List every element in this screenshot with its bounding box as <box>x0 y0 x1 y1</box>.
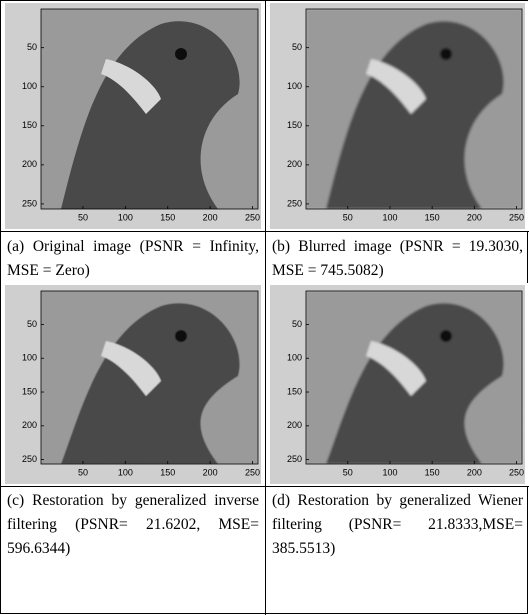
x-tick-label: 250 <box>245 212 260 222</box>
image <box>306 9 522 209</box>
y-tick-label: 100 <box>22 353 37 363</box>
divider <box>265 1 266 615</box>
y-tick-label: 100 <box>287 81 302 91</box>
image-cell: 50 50 100 100 150 150 200 200 250 250 <box>266 283 529 486</box>
x-tick-label: 200 <box>467 467 482 477</box>
y-tick-label: 250 <box>287 454 302 464</box>
image <box>41 291 258 464</box>
x-tick-label: 250 <box>509 467 524 477</box>
x-tick-label: 150 <box>425 212 440 222</box>
x-tick-label: 100 <box>118 212 133 222</box>
image-plot: 50 50 100 100 150 150 200 200 250 250 <box>266 1 529 231</box>
eye <box>440 330 452 342</box>
y-tick-label: 50 <box>27 319 37 329</box>
image-cell: 50 50 100 100 150 150 200 200 250 250 <box>266 1 529 231</box>
x-tick-label: 50 <box>78 212 88 222</box>
y-tick-label: 50 <box>292 319 302 329</box>
y-tick-label: 150 <box>287 120 302 130</box>
y-tick-label: 200 <box>22 159 37 169</box>
image-cell: 50 50 100 100 150 150 200 200 250 250 <box>1 283 265 486</box>
image-plot: 50 50 100 100 150 150 200 200 250 250 <box>266 283 529 486</box>
x-tick-label: 50 <box>78 467 88 477</box>
x-tick-label: 150 <box>160 212 175 222</box>
y-tick-label: 250 <box>22 198 37 208</box>
y-tick-label: 250 <box>287 198 302 208</box>
x-tick-label: 100 <box>382 212 397 222</box>
x-tick-label: 150 <box>425 467 440 477</box>
y-tick-label: 100 <box>22 81 37 91</box>
x-tick-label: 200 <box>203 212 218 222</box>
x-tick-label: 250 <box>245 467 260 477</box>
x-tick-label: 150 <box>160 467 175 477</box>
image <box>41 9 258 209</box>
image-plot: 50 50 100 100 150 150 200 200 250 250 <box>1 1 265 231</box>
x-tick-label: 200 <box>203 467 218 477</box>
eye <box>175 330 187 342</box>
image-cell: 50 50 100 100 150 150 200 200 250 250 <box>1 1 265 231</box>
eye <box>440 48 452 60</box>
y-tick-label: 50 <box>27 42 37 52</box>
x-tick-label: 50 <box>343 212 353 222</box>
caption: (a) Original image (PSNR = Infinity, MSE… <box>1 231 265 283</box>
y-tick-label: 150 <box>22 120 37 130</box>
x-tick-label: 200 <box>467 212 482 222</box>
x-tick-label: 100 <box>382 467 397 477</box>
image <box>306 291 522 464</box>
y-tick-label: 200 <box>287 159 302 169</box>
eye <box>175 48 187 60</box>
x-tick-label: 100 <box>118 467 133 477</box>
x-tick-label: 250 <box>509 212 524 222</box>
y-tick-label: 150 <box>22 386 37 396</box>
y-tick-label: 100 <box>287 353 302 363</box>
y-tick-label: 150 <box>287 386 302 396</box>
caption: (d) Restoration by generalized Wiener fi… <box>266 486 529 615</box>
y-tick-label: 250 <box>22 454 37 464</box>
y-tick-label: 50 <box>292 42 302 52</box>
caption: (b) Blurred image (PSNR = 19.3030, MSE =… <box>266 231 529 283</box>
x-tick-label: 50 <box>343 467 353 477</box>
figure-table: 50 50 100 100 150 150 200 200 250 250 50 50 100 100 1… <box>0 0 528 614</box>
y-tick-label: 200 <box>22 420 37 430</box>
y-tick-label: 200 <box>287 420 302 430</box>
image-plot: 50 50 100 100 150 150 200 200 250 250 <box>1 283 265 486</box>
caption: (c) Restoration by generalized inverse f… <box>1 486 265 615</box>
